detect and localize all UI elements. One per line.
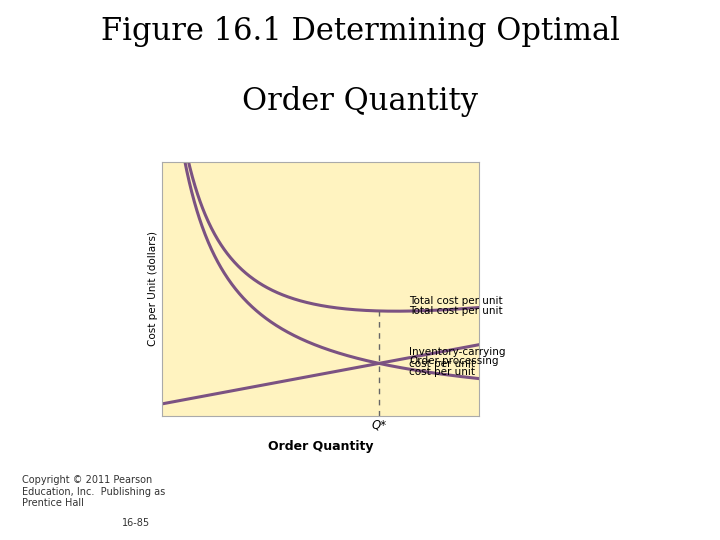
Y-axis label: Cost per Unit (dollars): Cost per Unit (dollars) — [148, 232, 158, 346]
Text: Order Quantity: Order Quantity — [268, 440, 373, 453]
Text: Q*: Q* — [372, 418, 387, 431]
Text: 16-85: 16-85 — [122, 518, 150, 529]
Text: Figure 16.1 Determining Optimal: Figure 16.1 Determining Optimal — [101, 16, 619, 47]
Text: Total cost per unit: Total cost per unit — [409, 306, 503, 316]
Text: Inventory-carrying
cost per unit: Inventory-carrying cost per unit — [409, 347, 505, 368]
Text: Order-processing
cost per unit: Order-processing cost per unit — [409, 356, 499, 377]
Text: Order Quantity: Order Quantity — [242, 86, 478, 117]
Text: Total cost per unit: Total cost per unit — [409, 296, 503, 306]
Text: Copyright © 2011 Pearson
Education, Inc.  Publishing as
Prentice Hall: Copyright © 2011 Pearson Education, Inc.… — [22, 475, 165, 508]
